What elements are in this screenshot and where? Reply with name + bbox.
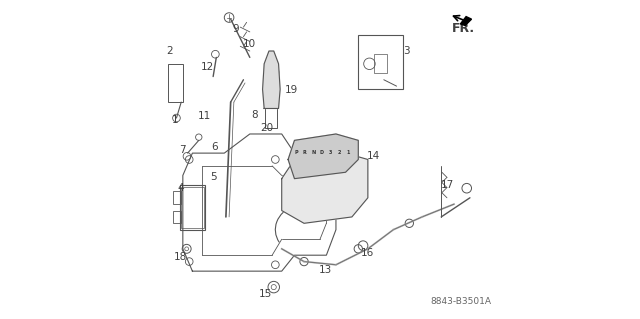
Bar [374,54,387,73]
Bar [168,64,183,102]
Text: 3: 3 [403,46,410,56]
Text: 8: 8 [252,110,258,121]
Polygon shape [288,134,358,179]
Text: R: R [303,150,307,155]
Text: 8843-B3501A: 8843-B3501A [430,297,491,306]
Text: 1: 1 [346,150,349,155]
Bar [180,185,205,230]
Text: 18: 18 [173,252,187,262]
Bar [358,35,403,89]
Text: 17: 17 [440,180,454,190]
Bar [173,191,181,204]
Text: 3: 3 [329,150,332,155]
Polygon shape [262,51,280,108]
Polygon shape [460,17,472,26]
Text: 19: 19 [285,85,298,95]
Text: 6: 6 [211,142,218,152]
Text: 10: 10 [243,39,256,49]
Bar [265,108,277,128]
Text: 7: 7 [179,145,186,155]
Text: 5: 5 [210,172,216,182]
Text: 12: 12 [201,62,214,72]
Text: 14: 14 [367,151,380,161]
Polygon shape [282,153,368,223]
Text: 2: 2 [337,150,341,155]
Text: 20: 20 [260,122,273,133]
Bar [173,211,181,223]
Text: 16: 16 [360,248,374,258]
Text: 4: 4 [177,183,184,193]
Text: D: D [320,150,324,155]
Text: 15: 15 [259,289,273,299]
Text: N: N [311,150,316,155]
Bar [181,187,204,228]
Text: P: P [294,150,298,155]
Text: FR.: FR. [451,22,474,35]
Text: 9: 9 [232,24,239,34]
Text: 2: 2 [166,46,173,56]
Text: 11: 11 [198,111,211,122]
Text: 1: 1 [172,115,178,125]
Text: 13: 13 [319,264,332,275]
